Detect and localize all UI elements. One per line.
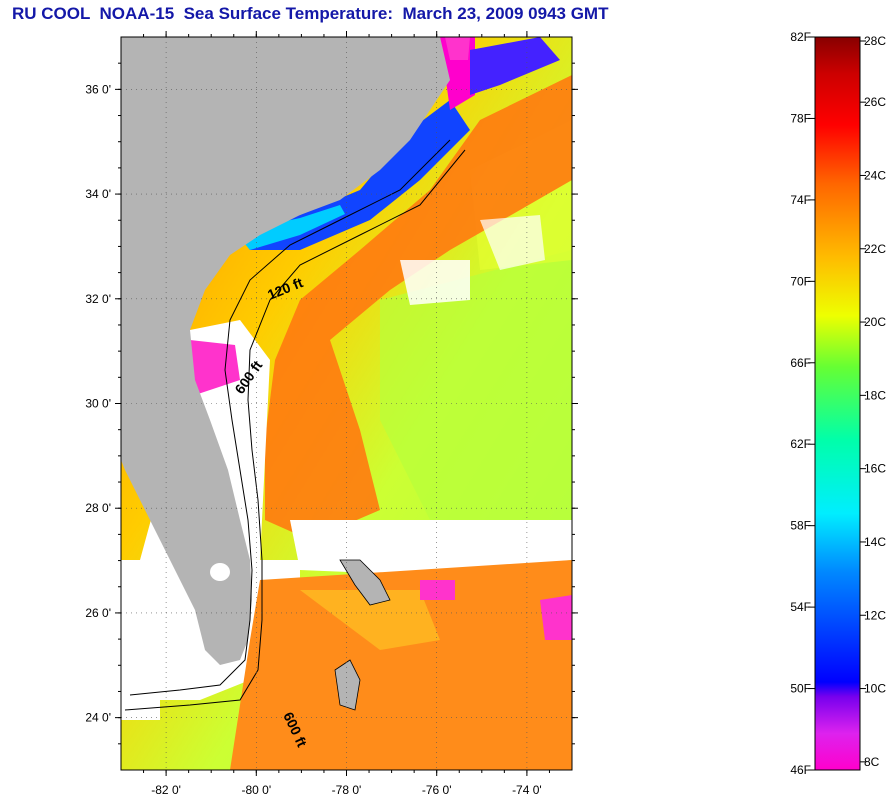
grand-bahama-island <box>339 559 391 606</box>
latitude-ticks: 36 0' 34 0' 32 0' 30 0' 28 0' 26 0' 24 0' <box>85 62 578 745</box>
colorbar-celsius-labels: 28C 26C 24C 22C 20C 18C 16C 14C 12C 10C 8C <box>860 34 886 769</box>
colorbar-c-label: 10C <box>864 682 886 696</box>
colorbar-f-label: 46F <box>790 763 811 777</box>
lat-tick-label: 26 0' <box>85 606 111 620</box>
lake-okeechobee <box>210 563 230 581</box>
colorbar-f-label: 78F <box>790 111 811 125</box>
colorbar: 82F 78F 74F 70F 66F 62F 58F 54F 50F 46F 28C 26C 24C… <box>790 30 886 777</box>
cold-anomaly-3 <box>540 595 572 640</box>
colorbar-f-label: 50F <box>790 682 811 696</box>
contour-120ft <box>129 139 451 696</box>
cold-anomaly-4 <box>420 580 455 600</box>
colorbar-gradient <box>814 36 861 771</box>
lon-tick-label: -82 0' <box>151 783 181 797</box>
cloud-patch-2 <box>480 215 545 270</box>
map-title: RU COOL NOAA-15 Sea Surface Temperature:… <box>12 4 609 23</box>
andros-island <box>334 659 361 711</box>
coastal-cool-band <box>235 205 345 250</box>
colorbar-f-label: 82F <box>790 30 811 44</box>
colorbar-c-label: 14C <box>864 535 886 549</box>
lat-tick-label: 30 0' <box>85 397 111 411</box>
colorbar-c-label: 26C <box>864 95 886 109</box>
colorbar-fahrenheit-labels: 82F 78F 74F 70F 66F 62F 58F 54F 50F 46F <box>790 30 815 777</box>
lon-tick-label: -80 0' <box>241 783 271 797</box>
cloud-cover-gulf <box>121 560 160 720</box>
colorbar-c-label: 24C <box>864 168 886 182</box>
cloud-patch-1 <box>400 260 470 305</box>
contour-600ft <box>124 149 466 711</box>
gulf-stream-band <box>265 75 572 540</box>
colorbar-f-label: 70F <box>790 274 811 288</box>
colorbar-f-label: 66F <box>790 356 811 370</box>
lon-tick-label: -78 0' <box>332 783 362 797</box>
cold-anomaly-1 <box>190 340 240 395</box>
colorbar-c-label: 22C <box>864 242 886 256</box>
lon-tick-label: -76 0' <box>422 783 452 797</box>
colorbar-f-label: 58F <box>790 519 811 533</box>
offshore-cool-water <box>380 250 572 560</box>
southern-warm-patch <box>300 590 440 650</box>
cold-anomaly-2 <box>445 37 470 60</box>
lat-lon-grid <box>121 37 572 770</box>
lat-tick-label: 36 0' <box>85 82 111 96</box>
lat-tick-label: 24 0' <box>85 711 111 725</box>
longitude-ticks: -82 0' -80 0' -78 0' -76 0' -74 0' <box>143 31 550 797</box>
colorbar-c-label: 12C <box>864 608 886 622</box>
lat-tick-label: 34 0' <box>85 187 111 201</box>
colorbar-f-label: 74F <box>790 193 811 207</box>
colorbar-f-label: 54F <box>790 600 811 614</box>
lat-tick-label: 32 0' <box>85 292 111 306</box>
lat-tick-label: 28 0' <box>85 501 111 515</box>
colorbar-f-label: 62F <box>790 437 811 451</box>
colorbar-c-label: 8C <box>864 755 880 769</box>
north-cold-water <box>470 37 560 95</box>
colorbar-c-label: 20C <box>864 315 886 329</box>
landmass-us-southeast <box>121 37 450 665</box>
lon-tick-label: -74 0' <box>512 783 542 797</box>
colorbar-c-label: 16C <box>864 462 886 476</box>
colorbar-c-label: 28C <box>864 34 886 48</box>
colorbar-c-label: 18C <box>864 388 886 402</box>
